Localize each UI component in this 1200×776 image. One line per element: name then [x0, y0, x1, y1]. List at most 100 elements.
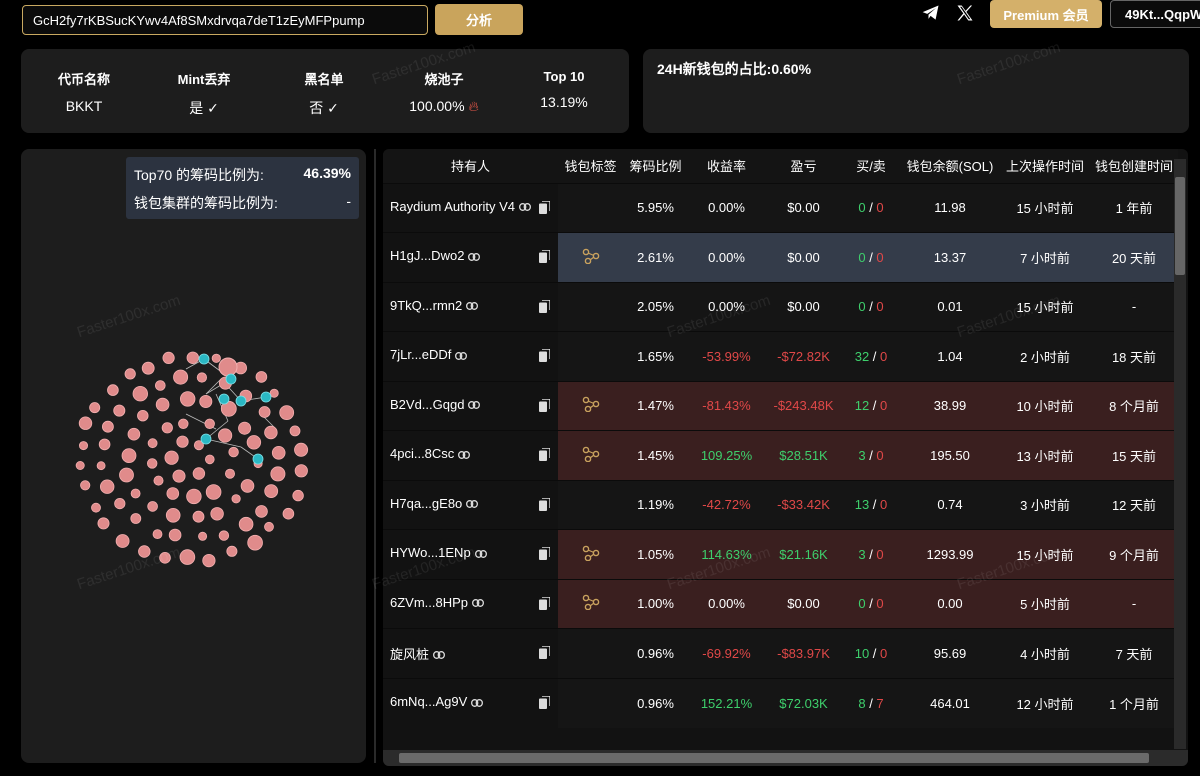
holder-bubble[interactable]: [198, 531, 208, 541]
holder-bubble[interactable]: [78, 416, 93, 430]
holder-cell[interactable]: 6ZVm...8HPp: [383, 578, 558, 629]
copy-button[interactable]: [539, 200, 551, 217]
holder-cell[interactable]: Raydium Authority V4: [383, 182, 558, 233]
link-icon[interactable]: [466, 500, 479, 509]
copy-icon[interactable]: [539, 695, 551, 709]
copy-icon[interactable]: [539, 299, 551, 313]
holder-bubble[interactable]: [96, 461, 106, 471]
column-header[interactable]: 钱包标签: [558, 149, 623, 183]
holder-bubble[interactable]: [152, 529, 163, 540]
holder-row[interactable]: Raydium Authority V4 5.95% 0.00% $0.00 0 / 0…: [383, 182, 1178, 233]
copy-icon[interactable]: [539, 596, 551, 610]
holder-bubble[interactable]: [130, 513, 142, 524]
holder-bubble[interactable]: [258, 406, 271, 418]
holder-bubble[interactable]: [294, 442, 309, 457]
hscroll-thumb[interactable]: [399, 753, 1149, 763]
holder-bubble[interactable]: [97, 517, 110, 530]
copy-icon[interactable]: [539, 497, 551, 511]
holder-bubble[interactable]: [218, 530, 230, 541]
holder-row[interactable]: B2Vd...Gqgd 1.47% -81.43% -$243.48K 12 / 0 38…: [383, 380, 1178, 431]
holder-bubble[interactable]: [178, 418, 189, 430]
holder-bubble[interactable]: [162, 351, 175, 364]
cluster-tag-icon[interactable]: [582, 594, 600, 611]
holder-bubble[interactable]: [231, 494, 241, 504]
holder-bubble[interactable]: [91, 502, 101, 513]
analyze-button[interactable]: 分析: [435, 4, 523, 35]
holder-cell[interactable]: 4pci...8Csc: [383, 430, 558, 480]
holder-bubble[interactable]: [255, 371, 268, 383]
holder-bubble[interactable]: [186, 351, 200, 364]
premium-button[interactable]: Premium 会员: [990, 0, 1102, 28]
holder-bubble[interactable]: [119, 467, 134, 483]
holder-row[interactable]: 6mNq...Ag9V 0.96% 152.21% $72.03K 8 / 7 464.0…: [383, 677, 1178, 728]
holder-cell[interactable]: B2Vd...Gqgd: [383, 380, 558, 431]
holder-bubble[interactable]: [255, 505, 268, 518]
copy-icon[interactable]: [539, 546, 551, 561]
holder-bubble[interactable]: [193, 440, 204, 451]
holder-cell[interactable]: 7jLr...eDDf: [383, 331, 558, 381]
holder-bubble[interactable]: [264, 484, 279, 499]
holder-bubble[interactable]: [205, 454, 215, 465]
copy-button[interactable]: [539, 398, 551, 415]
holder-row[interactable]: 7jLr...eDDf 1.65% -53.99% -$72.82K 32 / 0 1.0…: [383, 331, 1178, 381]
holder-bubble[interactable]: [147, 501, 158, 512]
holder-cell[interactable]: 旋风桩: [383, 628, 558, 678]
cluster-tag-icon[interactable]: [582, 446, 600, 463]
holder-bubble[interactable]: [147, 438, 158, 449]
holder-bubble[interactable]: [127, 427, 141, 441]
copy-button[interactable]: [539, 497, 551, 514]
holder-bubble[interactable]: [155, 397, 170, 412]
cluster-bubble[interactable]: [225, 373, 237, 385]
holder-cell[interactable]: 6mNq...Ag9V: [383, 677, 558, 728]
holder-address[interactable]: Raydium Authority V4: [390, 198, 516, 214]
copy-icon[interactable]: [539, 249, 551, 264]
column-header[interactable]: 收益率: [688, 149, 765, 183]
cluster-tag-icon[interactable]: [582, 248, 600, 265]
holder-bubble[interactable]: [228, 446, 239, 458]
holder-bubble[interactable]: [264, 521, 274, 532]
table-horizontal-scrollbar[interactable]: [383, 750, 1188, 766]
holder-bubble[interactable]: [292, 489, 304, 502]
cluster-tag-icon[interactable]: [582, 545, 600, 562]
holder-bubble[interactable]: [115, 534, 130, 548]
holder-bubble[interactable]: [240, 479, 255, 493]
link-icon[interactable]: [468, 401, 481, 410]
link-icon[interactable]: [466, 302, 479, 311]
column-header[interactable]: 买/卖: [842, 149, 900, 183]
holder-bubble[interactable]: [168, 528, 182, 542]
telegram-icon[interactable]: [921, 3, 941, 23]
holder-bubble[interactable]: [294, 464, 308, 478]
holder-bubble[interactable]: [100, 479, 115, 494]
copy-icon[interactable]: [539, 348, 551, 363]
copy-button[interactable]: [539, 596, 551, 613]
link-icon[interactable]: [455, 351, 468, 360]
holder-address[interactable]: H7qa...gE8o: [390, 495, 463, 511]
holder-bubble[interactable]: [199, 395, 213, 409]
holder-bubble-map[interactable]: [66, 339, 316, 579]
column-header[interactable]: 钱包创建时间: [1090, 149, 1178, 183]
holder-bubble[interactable]: [192, 510, 205, 523]
copy-button[interactable]: [539, 348, 551, 365]
holder-bubble[interactable]: [159, 552, 171, 564]
copy-button[interactable]: [539, 695, 551, 712]
holder-row[interactable]: 9TkQ...rmn2 2.05% 0.00% $0.00 0 / 0 0.01 15 小时…: [383, 281, 1178, 332]
cluster-bubble[interactable]: [198, 353, 210, 365]
holder-row[interactable]: 4pci...8Csc 1.45% 109.25% $28.51K 3 / 0 195.5…: [383, 430, 1178, 480]
holder-bubble[interactable]: [107, 384, 119, 396]
holder-bubble[interactable]: [218, 357, 238, 377]
column-header[interactable]: 上次操作时间: [1000, 149, 1090, 183]
holder-bubble[interactable]: [179, 391, 196, 407]
holder-bubble[interactable]: [164, 450, 179, 465]
holder-bubble[interactable]: [204, 418, 215, 430]
wallet-button[interactable]: 49Kt...QqpW: [1110, 0, 1200, 28]
cluster-bubble[interactable]: [252, 453, 264, 465]
holder-cell[interactable]: 9TkQ...rmn2: [383, 281, 558, 332]
column-header[interactable]: 持有人: [383, 149, 558, 183]
holder-address[interactable]: 旋风桩: [390, 646, 430, 662]
holder-bubble[interactable]: [130, 488, 141, 499]
holder-bubble[interactable]: [271, 446, 286, 460]
holder-bubble[interactable]: [89, 402, 101, 414]
holder-cell[interactable]: HYWo...1ENp: [383, 529, 558, 579]
copy-button[interactable]: [539, 546, 551, 563]
holder-bubble[interactable]: [247, 534, 263, 551]
